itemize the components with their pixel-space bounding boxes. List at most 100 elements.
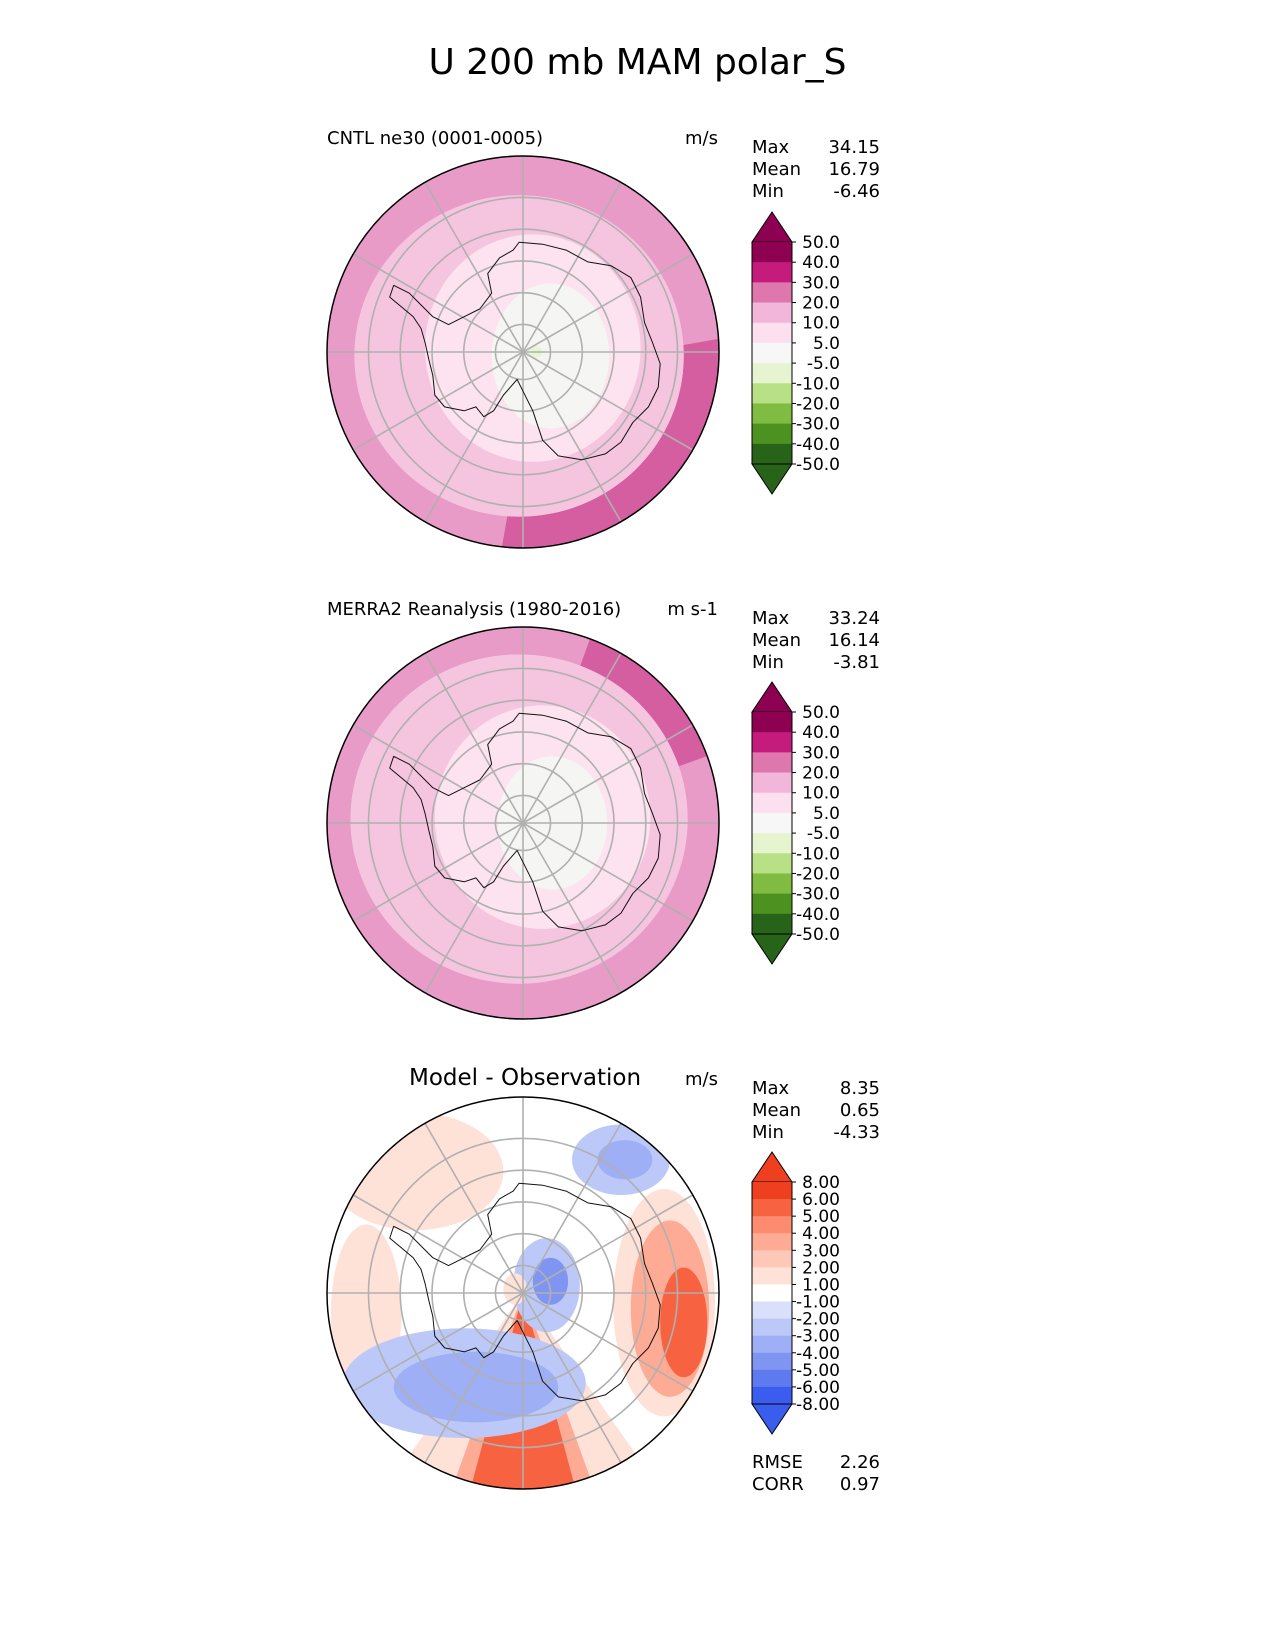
colorbar-tick-label: 2.00 bbox=[802, 1258, 840, 1278]
colorbar-tick-label: -1.00 bbox=[796, 1293, 840, 1313]
meridian-gridline bbox=[424, 181, 524, 353]
meridian-gridline bbox=[352, 1194, 524, 1294]
contour-region bbox=[393, 1351, 559, 1423]
metric-row-corr: CORR 0.97 bbox=[752, 1474, 880, 1496]
meridian-gridline bbox=[424, 652, 524, 824]
colorbar-tick-label: -10.0 bbox=[796, 374, 840, 394]
colorbar-swatch bbox=[752, 423, 792, 445]
stat-label: Max bbox=[752, 608, 790, 629]
antarctica-coastline bbox=[389, 712, 661, 932]
colorbar-tick-label: 10.0 bbox=[802, 314, 840, 334]
meridian-gridline bbox=[522, 652, 622, 824]
stat-row-min: Min -3.81 bbox=[752, 652, 880, 674]
colorbar-swatch bbox=[752, 363, 792, 384]
meridian-gridline bbox=[522, 253, 694, 353]
map-boundary bbox=[326, 626, 720, 1020]
colorbar-swatch bbox=[752, 812, 792, 834]
metric-label: RMSE bbox=[752, 1452, 803, 1473]
meridian-gridline bbox=[522, 1292, 622, 1464]
stat-value: -3.81 bbox=[833, 652, 880, 673]
figure-title: U 200 mb MAM polar_S bbox=[428, 42, 847, 83]
colorbar-swatch bbox=[752, 443, 792, 465]
meridian-gridline bbox=[522, 351, 694, 451]
colorbar-extend-min bbox=[751, 1403, 793, 1435]
colorbar-tick-label: 30.0 bbox=[802, 273, 840, 293]
map-field bbox=[327, 156, 719, 548]
stat-value: 16.14 bbox=[828, 630, 880, 651]
colorbar-swatch bbox=[752, 302, 792, 324]
meridian-gridline bbox=[352, 1292, 524, 1392]
colorbar-extend-min bbox=[751, 463, 793, 495]
meridian-gridline bbox=[522, 724, 694, 824]
meridian-gridline bbox=[522, 1122, 622, 1294]
colorbar-swatch bbox=[752, 1250, 792, 1268]
panel-2-title: MERRA2 Reanalysis (1980-2016) bbox=[327, 599, 622, 620]
colorbar-swatch bbox=[752, 1233, 792, 1251]
colorbar-tick-label: -40.0 bbox=[796, 435, 840, 455]
colorbar-tick-label: -2.00 bbox=[796, 1310, 840, 1330]
colorbar-swatch bbox=[752, 1199, 792, 1217]
colorbar-swatch bbox=[752, 322, 792, 344]
meridian-gridline bbox=[424, 351, 524, 523]
colorbar-extend-max bbox=[751, 1151, 793, 1183]
colorbar-extend-min bbox=[751, 933, 793, 965]
meridian-gridline bbox=[424, 822, 524, 994]
antarctica-coastline bbox=[389, 241, 661, 461]
metric-row-rmse: RMSE 2.26 bbox=[752, 1452, 880, 1474]
meridian-gridline bbox=[424, 1122, 524, 1294]
colorbar-tick-label: 1.00 bbox=[802, 1275, 840, 1295]
contour-region bbox=[597, 1140, 653, 1180]
panel-3-metrics: RMSE 2.26 CORR 0.97 bbox=[752, 1452, 880, 1496]
colorbar-swatch bbox=[752, 1267, 792, 1285]
metric-label: CORR bbox=[752, 1474, 804, 1495]
colorbar-swatch bbox=[752, 282, 792, 304]
stat-row-min: Min -4.33 bbox=[752, 1122, 880, 1144]
stat-value: 0.65 bbox=[839, 1100, 880, 1121]
colorbar-swatch bbox=[752, 732, 792, 753]
colorbar-swatch bbox=[752, 242, 792, 263]
colorbar-tick-label: 5.00 bbox=[802, 1207, 840, 1227]
meridian-gridline bbox=[522, 351, 622, 523]
polar-map-2 bbox=[326, 626, 720, 1020]
colorbar-tick-label: 20.0 bbox=[802, 764, 840, 784]
colorbar-swatch bbox=[752, 1352, 792, 1371]
colorbar-swatch bbox=[752, 1318, 792, 1337]
colorbar-tick-label: -4.00 bbox=[796, 1344, 840, 1364]
colorbar-tick-label: -5.00 bbox=[796, 1361, 840, 1381]
meridian-gridline bbox=[352, 724, 524, 824]
stat-label: Mean bbox=[752, 159, 802, 180]
colorbar-swatch bbox=[752, 873, 792, 895]
colorbar-tick-label: -20.0 bbox=[796, 394, 840, 414]
colorbar-tick-label: -8.00 bbox=[796, 1395, 840, 1415]
colorbar-swatch bbox=[752, 893, 792, 915]
colorbar-swatch bbox=[752, 1182, 792, 1200]
colorbar-tick-label: 6.00 bbox=[802, 1190, 840, 1210]
colorbar-tick-label: -20.0 bbox=[796, 864, 840, 884]
colorbar-tick-label: 5.0 bbox=[813, 334, 840, 354]
panel-1-title: CNTL ne30 (0001-0005) bbox=[327, 128, 544, 149]
colorbar-swatch bbox=[752, 1301, 792, 1320]
colorbar-tick-label: 8.00 bbox=[802, 1173, 840, 1193]
colorbar-swatch bbox=[752, 262, 792, 283]
stat-label: Mean bbox=[752, 630, 802, 651]
colorbar-3: 8.006.005.004.003.002.001.00-1.00-2.00-3… bbox=[751, 1151, 840, 1435]
meridian-gridline bbox=[522, 1194, 694, 1294]
metric-value: 0.97 bbox=[839, 1474, 880, 1495]
panel-2-stats: Max 33.24 Mean 16.14 Min -3.81 bbox=[752, 608, 880, 674]
colorbar-extend-max bbox=[751, 211, 793, 243]
stat-label: Min bbox=[752, 1122, 784, 1143]
colorbar-tick-label: 50.0 bbox=[802, 233, 840, 253]
stat-value: 33.24 bbox=[828, 608, 880, 629]
stat-label: Mean bbox=[752, 1100, 802, 1121]
stat-value: -4.33 bbox=[833, 1122, 880, 1143]
colorbar-swatch bbox=[752, 1386, 792, 1405]
colorbar-tick-label: -40.0 bbox=[796, 905, 840, 925]
metric-value: 2.26 bbox=[839, 1452, 880, 1473]
panel-3-stats: Max 8.35 Mean 0.65 Min -4.33 bbox=[752, 1078, 880, 1144]
colorbar-swatch bbox=[752, 792, 792, 814]
stat-row-max: Max 33.24 bbox=[752, 608, 880, 630]
colorbar-tick-label: 20.0 bbox=[802, 294, 840, 314]
stat-row-max: Max 8.35 bbox=[752, 1078, 880, 1100]
stat-label: Min bbox=[752, 652, 784, 673]
stat-row-mean: Mean 16.79 bbox=[752, 159, 880, 181]
